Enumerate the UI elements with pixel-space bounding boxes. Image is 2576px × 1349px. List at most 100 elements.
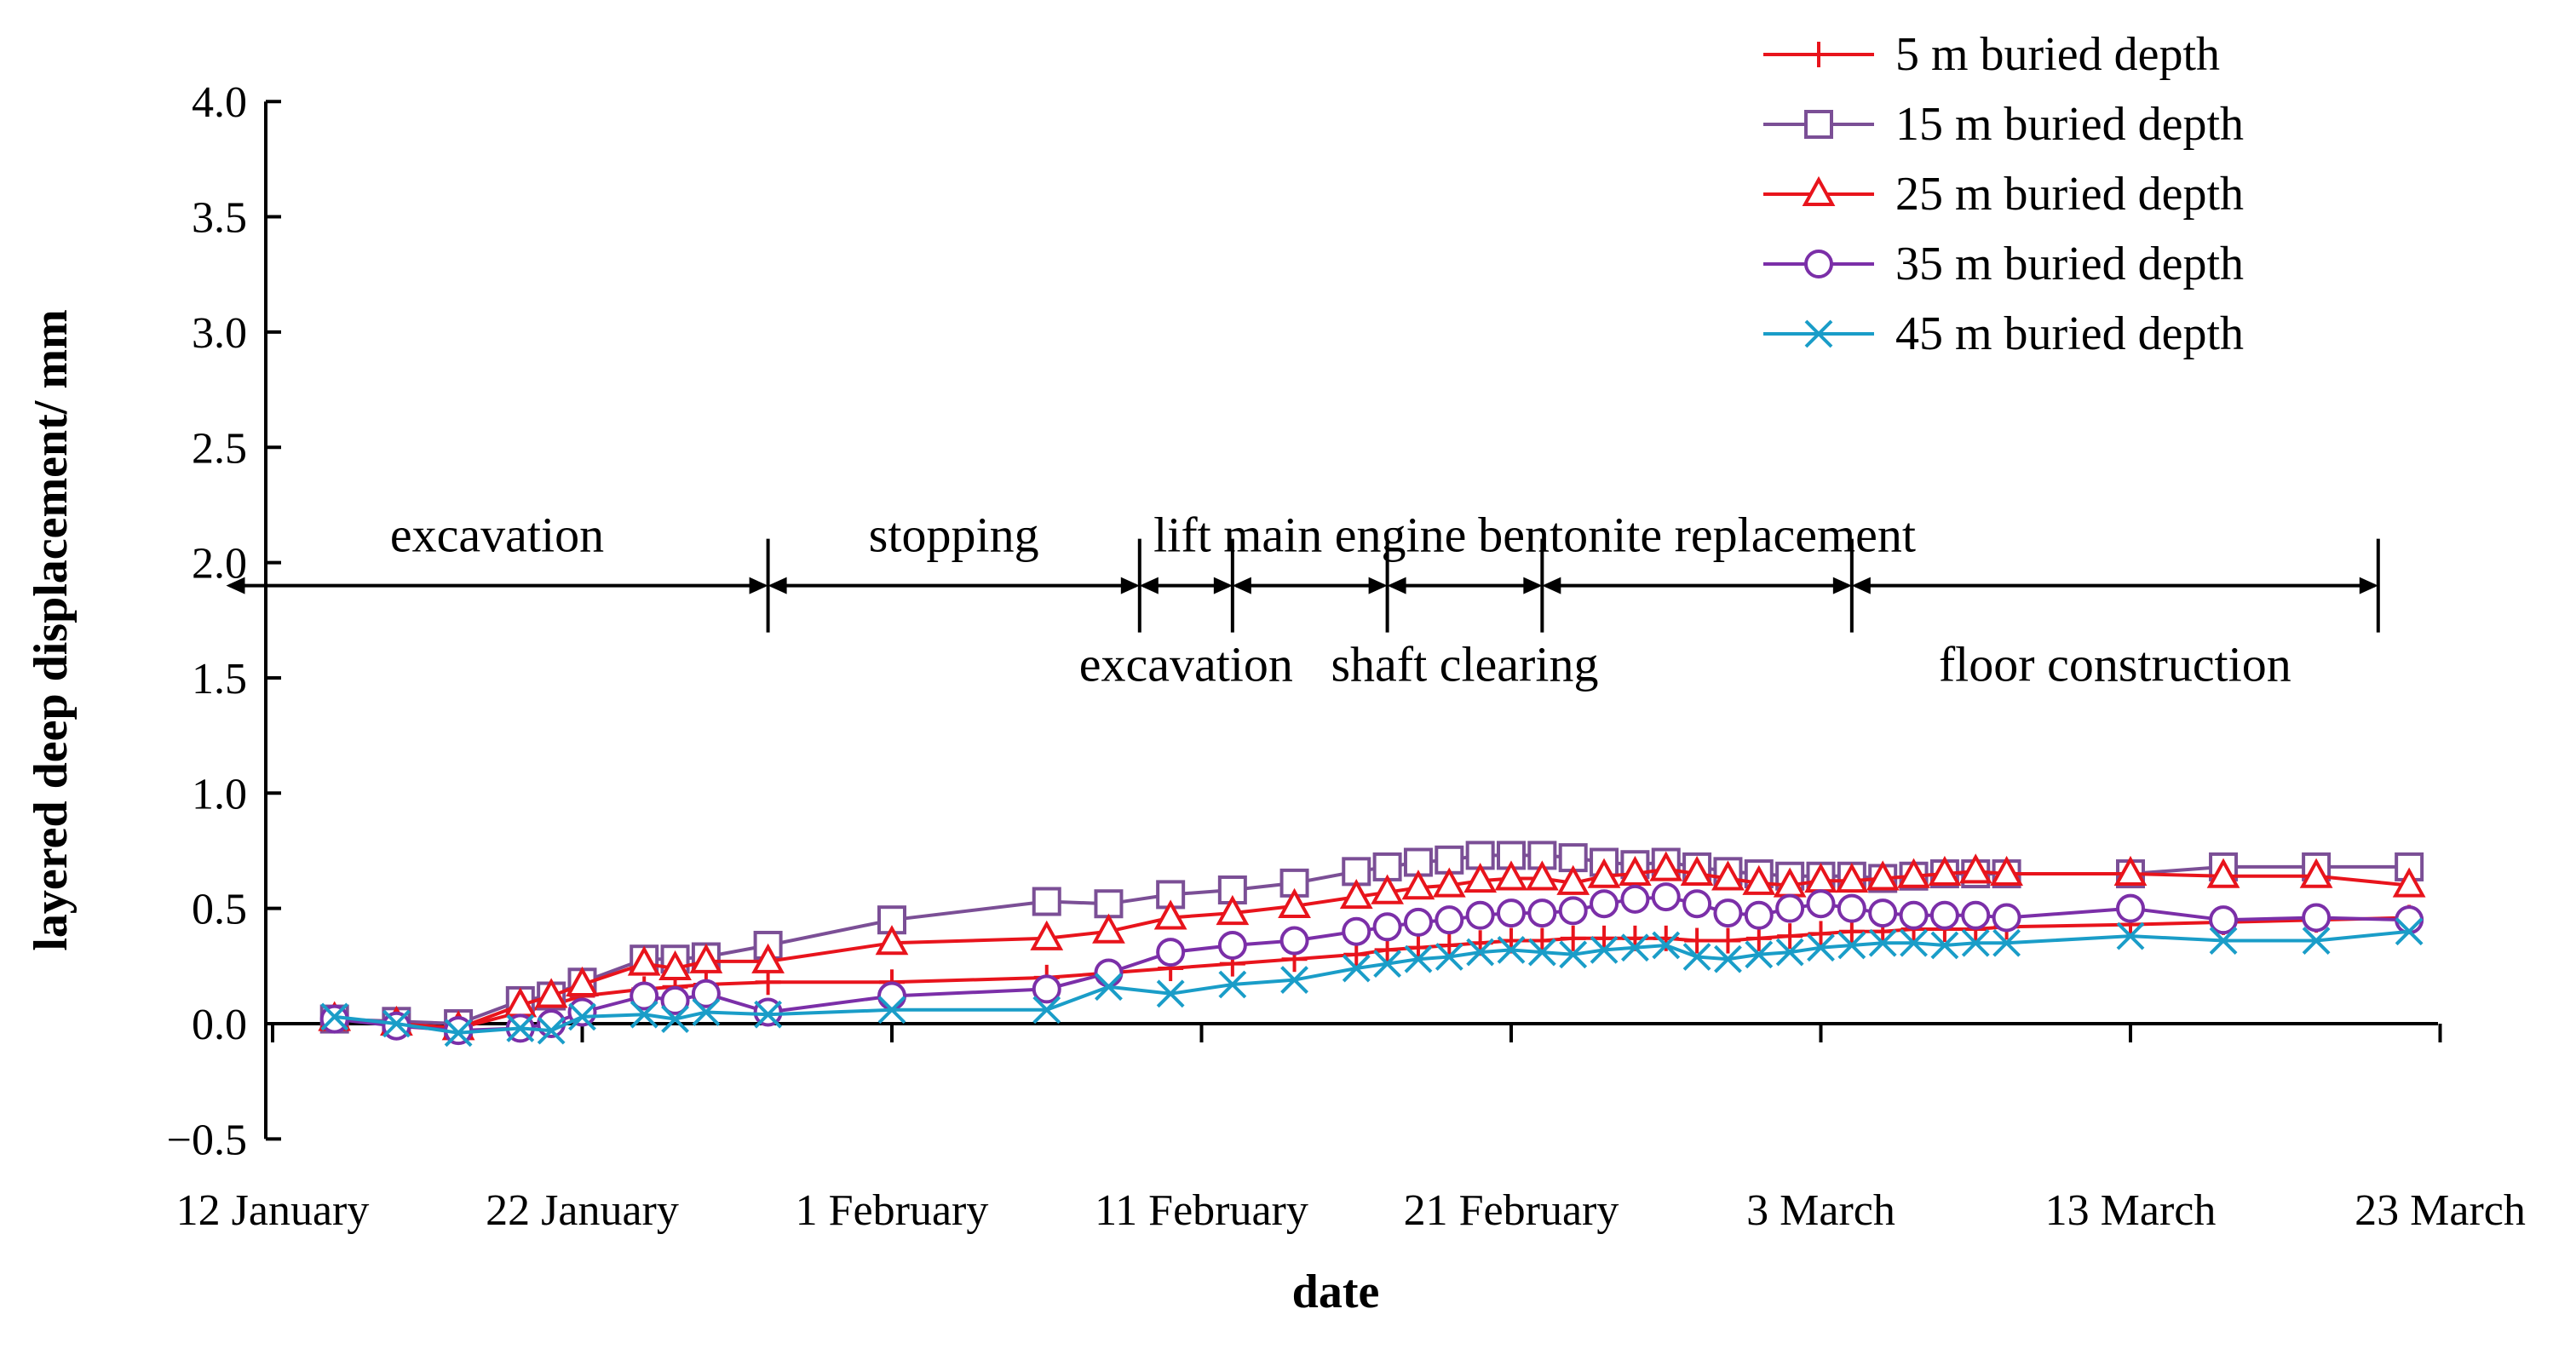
phase-label: floor construction [1939,637,2291,692]
phase-arrow-head-right [2359,577,2378,594]
series-x [320,917,2424,1048]
phase-arrow-head-left [1851,577,1871,594]
data-point-x [1404,944,1433,973]
data-point-x [1992,928,2021,957]
data-point-x [2116,921,2145,950]
y-tick-label: 3.5 [192,194,247,243]
phase-arrow-head-left [768,577,787,594]
x-stroke-b [1868,928,1897,957]
data-point-plus [1560,925,1586,951]
data-point-circle [1094,958,1124,988]
data-point-triangle [1649,851,1683,881]
data-point-triangle [751,943,785,973]
x-stroke-b [1373,950,1402,979]
data-point-triangle [1928,855,1962,887]
data-point-circle [1651,882,1681,912]
data-point-x [1930,931,1959,960]
data-point-circle [1837,893,1866,923]
x-tick-label: 21 February [1404,1186,1619,1235]
data-point-plus [1405,934,1431,961]
data-point-circle [1804,250,1833,278]
data-point-circle [1992,903,2021,933]
phase-arrow-head-right [1368,577,1388,594]
x-stroke-b [2302,927,2331,955]
legend-item: 35 m buried depth [1763,238,2244,290]
data-point-circle [1032,974,1061,1004]
legend-label: 5 m buried depth [1895,28,2220,81]
legend-label: 15 m buried depth [1895,98,2244,151]
data-point-x [1652,931,1681,960]
phase-arrow: shaft clearing [1331,577,1598,692]
phase-arrow: excavation [226,508,768,594]
data-point-x [537,1016,566,1045]
data-point-triangle [1711,860,1745,891]
data-point-triangle [2392,867,2426,898]
data-point-circle [1961,900,1991,930]
data-point-triangle [1990,855,2023,887]
data-point-triangle [627,945,661,976]
data-point-circle [630,981,659,1011]
data-point-x [692,998,721,1026]
phase-arrow-head-left [1139,577,1159,594]
phase-arrow: stopping [768,508,1140,594]
data-point-triangle [1371,874,1404,904]
data-point-x [877,996,906,1025]
data-point-plus [755,969,781,996]
data-point-square [1804,110,1833,139]
data-point-x [1373,950,1402,979]
data-point-plus [1838,918,1865,944]
x-stroke-b [1032,996,1061,1025]
data-point-plus [1591,925,1618,951]
data-point-circle [691,979,721,1008]
data-point-plus [1436,932,1463,958]
x-stroke-b [1930,931,1959,960]
data-point-triangle [1866,860,1900,891]
data-point-plus [1529,927,1555,954]
y-tick-label: 1.5 [192,655,247,703]
data-point-circle [1775,893,1805,923]
data-point-circle [1620,884,1650,914]
data-point-x [382,1009,411,1038]
data-point-x [1559,940,1588,969]
legend-label: 45 m buried depth [1895,307,2244,360]
data-point-triangle [1619,855,1652,887]
data-point-x [1900,928,1928,957]
data-point-circle [1342,916,1371,946]
series-line [334,929,2410,1035]
legend-label: 35 m buried depth [1895,238,2244,290]
data-point-plus [1808,921,1834,947]
phase-annotations: excavation stopping excavation lift main en… [226,508,2380,692]
x-stroke-b [1095,973,1123,1002]
data-point-triangle [1030,920,1064,950]
y-tick-label: 4.0 [192,78,247,127]
y-tick-label: 3.0 [192,309,247,358]
data-point-x [444,1019,473,1048]
x-stroke-b [2395,917,2424,946]
x-stroke-b [1714,944,1742,973]
legend-item: 25 m buried depth [1763,168,2244,221]
data-point-x [2395,917,2424,946]
data-point-triangle [1216,894,1250,926]
legend-label: 25 m buried depth [1895,168,2244,221]
data-point-plus [1684,927,1711,954]
x-stroke-b [1497,935,1526,964]
phase-arrow-head-left [226,577,245,594]
y-tick-label: 0.5 [192,886,247,934]
data-point-triangle [1835,863,1869,893]
x-stroke-b [1804,319,1833,348]
x-stroke-b [630,1000,658,1029]
legend-item: 15 m buried depth [1763,98,2244,151]
phase-arrow-head-right [1120,577,1140,594]
data-point-triangle [2206,858,2240,888]
y-tick-label: 2.0 [192,540,247,588]
x-stroke-b [1682,943,1711,971]
data-point-circle [1713,898,1743,928]
phase-arrow-head-right [1832,577,1852,594]
data-point-circle [1372,912,1402,942]
x-tick-label: 13 March [2045,1186,2217,1235]
x-stroke-b [1807,933,1835,962]
data-point-x [1775,938,1804,967]
x-tick-label: 11 February [1095,1186,1308,1235]
data-point-plus [1374,937,1400,963]
